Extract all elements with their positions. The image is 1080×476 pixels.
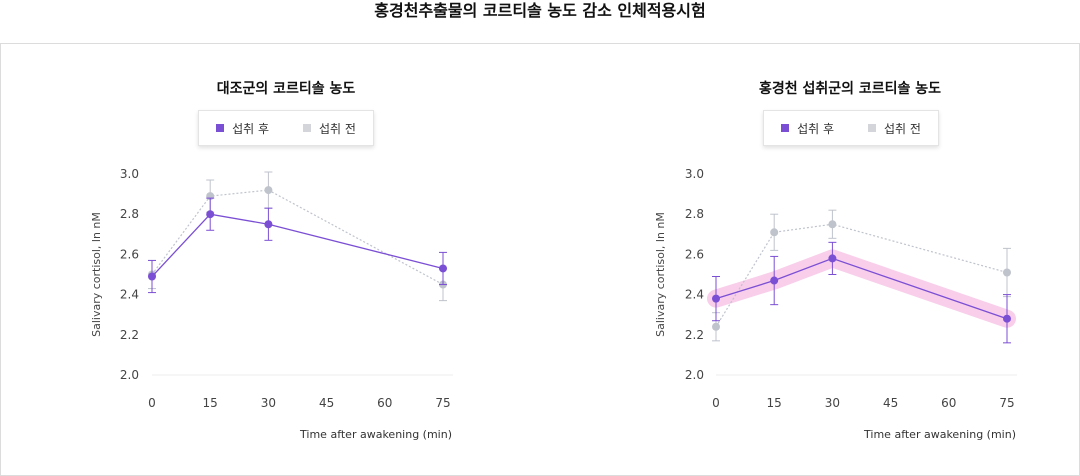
legend-swatch-after (216, 124, 225, 132)
y-tick-label: 2.8 (120, 207, 139, 221)
y-axis-label: Salivary cortisol, ln nM (654, 212, 667, 337)
x-axis-label: Time after awakening (min) (299, 428, 452, 441)
y-tick-label: 2.6 (685, 247, 704, 261)
x-axis-label: Time after awakening (min) (863, 428, 1016, 441)
y-tick-label: 2.2 (120, 328, 139, 342)
chart-panel-0: 대조군의 코르티솔 농도 2.0 2.2 2.4 2.6 2.8 3.0 0 15 30 45 60 7… (90, 80, 453, 441)
x-tick-label: 45 (319, 396, 334, 410)
legend-item-after: 섭취 후 (781, 120, 834, 137)
data-point-after (1003, 314, 1011, 323)
legend-right: 섭취 후 섭취 전 (763, 110, 939, 146)
y-tick-label: 2.6 (120, 247, 139, 261)
data-point-before (712, 322, 720, 331)
y-tick-label: 2.0 (685, 368, 704, 382)
legend-item-after: 섭취 후 (216, 120, 269, 137)
legend-item-before: 섭취 전 (303, 120, 356, 137)
chart-panel-1: 홍경천 섭취군의 코르티솔 농도 2.0 2.2 2.4 2.6 2.8 3.0 0 15 30 4… (654, 80, 1017, 441)
x-tick-label: 60 (377, 396, 392, 410)
legend-label-after: 섭취 후 (797, 121, 834, 136)
charts-svg: 대조군의 코르티솔 농도 2.0 2.2 2.4 2.6 2.8 3.0 0 15 30 45 60 7… (90, 80, 1017, 441)
y-tick-label: 2.8 (685, 207, 704, 221)
y-tick-label: 2.2 (685, 328, 704, 342)
page-title: 홍경천추출물의 코르티솔 농도 감소 인체적용시험 (374, 1, 706, 20)
x-tick-label: 15 (203, 396, 218, 410)
data-point-before (264, 186, 273, 195)
x-tick-label: 75 (435, 396, 450, 410)
x-tick-label: 30 (825, 396, 840, 410)
x-tick-label: 0 (712, 396, 720, 410)
legend-label-before: 섭취 전 (884, 121, 921, 136)
data-point-after (206, 210, 215, 219)
legend-swatch-before (868, 124, 876, 132)
x-tick-label: 0 (148, 396, 156, 410)
highlight-band (707, 249, 1016, 328)
chart-title: 홍경천 섭취군의 코르티솔 농도 (759, 80, 941, 97)
data-point-after (712, 294, 720, 303)
y-tick-label: 2.4 (120, 288, 139, 302)
series-line-before (715, 223, 1008, 328)
x-tick-label: 30 (261, 396, 276, 410)
data-point-after (264, 220, 273, 229)
x-tick-label: 45 (883, 396, 898, 410)
legend-label-after: 섭취 후 (232, 121, 269, 136)
data-point-before (1003, 268, 1011, 277)
data-point-before (828, 220, 837, 229)
data-point-after (439, 264, 447, 273)
chart-title: 대조군의 코르티솔 농도 (217, 80, 356, 97)
x-tick-label: 15 (767, 396, 782, 410)
series-line-after (715, 257, 1008, 320)
data-point-after (770, 276, 779, 285)
x-tick-label: 75 (999, 396, 1014, 410)
x-tick-label: 60 (941, 396, 956, 410)
legend-label-before: 섭취 전 (319, 121, 356, 136)
data-point-after (148, 272, 156, 281)
y-tick-label: 2.4 (685, 288, 704, 302)
series-line-after (151, 213, 444, 277)
legend-swatch-before (303, 124, 311, 132)
y-tick-label: 3.0 (685, 167, 704, 181)
y-axis-label: Salivary cortisol, ln nM (90, 212, 103, 337)
data-point-before (770, 228, 779, 237)
legend-item-before: 섭취 전 (868, 120, 921, 137)
legend-left: 섭취 후 섭취 전 (198, 110, 374, 146)
series-line-before (151, 189, 444, 286)
data-point-after (828, 254, 837, 263)
y-tick-label: 2.0 (120, 368, 139, 382)
y-tick-label: 3.0 (120, 167, 139, 181)
legend-swatch-after (781, 124, 790, 132)
